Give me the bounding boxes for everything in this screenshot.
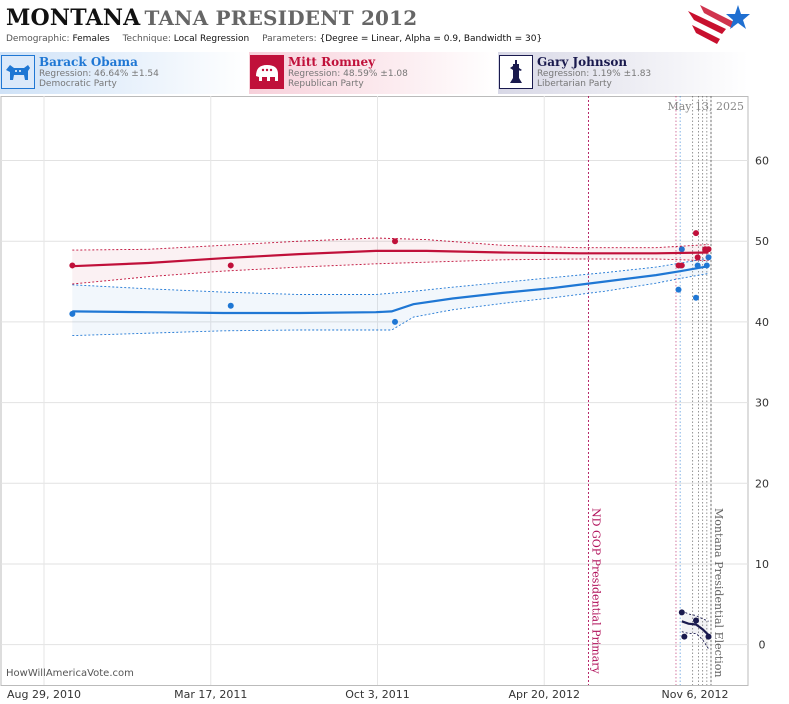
parameters-label: Parameters:	[262, 34, 317, 44]
parameters-value: {Degree = Linear, Alpha = 0.9, Bandwidth…	[319, 34, 543, 44]
mitt-romney-poll-point	[705, 246, 712, 253]
candidate-legend-background	[0, 52, 748, 94]
candidate-romney: Mitt Romney Regression: 48.59% ±1.08 Rep…	[250, 52, 497, 94]
event-label: Montana Presidential Election	[712, 508, 725, 677]
event-label: ND GOP Presidential Primary	[589, 508, 602, 675]
site-watermark: HowWillAmericaVote.com	[6, 668, 134, 679]
candidate-party: Libertarian Party	[537, 79, 612, 89]
candidate-name: Barack Obama	[39, 55, 138, 69]
technique-value: Local Regression	[173, 34, 250, 44]
y-tick-label: 0	[759, 639, 766, 652]
barack-obama-confidence-band	[72, 258, 709, 336]
y-tick-label: 10	[755, 558, 769, 571]
y-tick-label: 50	[755, 235, 769, 248]
demographic-label: Demographic:	[6, 34, 70, 44]
candidate-regression: Regression: 46.64% ±1.54	[39, 69, 159, 79]
barack-obama-poll-point	[675, 286, 682, 293]
site-logo-icon	[688, 5, 750, 44]
demographic-value: Females	[72, 34, 110, 44]
barack-obama-poll-point	[392, 318, 399, 325]
y-tick-label: 20	[755, 477, 769, 490]
mitt-romney-trend-line	[72, 249, 709, 268]
header: MONTANA TANA PRESIDENT 2012 Demographic: …	[0, 0, 789, 50]
barack-obama-poll-point	[678, 246, 685, 253]
democrat-donkey-icon	[1, 55, 35, 89]
technique-label: Technique:	[122, 34, 171, 44]
candidate-name: Gary Johnson	[537, 55, 628, 69]
gary-johnson-poll-point	[692, 617, 699, 624]
y-tick-label: 30	[755, 397, 769, 410]
gary-johnson-confidence-band	[681, 610, 709, 649]
mitt-romney-lower-bound	[72, 258, 709, 285]
x-tick-label: Nov 6, 2012	[662, 688, 729, 701]
barack-obama-poll-point	[703, 262, 710, 269]
candidate-legend: Barack Obama Regression: 46.64% ±1.54 De…	[0, 52, 789, 94]
page-title: MONTANA TANA PRESIDENT 2012	[6, 5, 417, 31]
candidate-johnson: Gary Johnson Regression: 1.19% ±1.83 Lib…	[499, 52, 748, 94]
barack-obama-poll-point	[694, 262, 701, 269]
gary-johnson-poll-point	[681, 633, 688, 640]
mitt-romney-poll-point	[694, 254, 701, 261]
barack-obama-lower-bound	[72, 273, 709, 337]
x-tick-label: Oct 3, 2011	[345, 688, 410, 701]
barack-obama-trend-line	[72, 265, 709, 315]
mitt-romney-poll-point	[692, 230, 699, 237]
candidate-regression: Regression: 1.19% ±1.83	[537, 69, 652, 79]
barack-obama-poll-point	[227, 302, 234, 309]
x-tick-label: Aug 29, 2010	[7, 688, 81, 701]
mitt-romney-poll-point	[392, 238, 399, 245]
candidate-party: Democratic Party	[39, 79, 117, 89]
gary-johnson-lower-bound	[681, 631, 709, 649]
y-tick-label: 60	[755, 155, 769, 168]
barack-obama-poll-point	[705, 254, 712, 261]
candidate-obama: Barack Obama Regression: 46.64% ±1.54 De…	[1, 52, 248, 94]
barack-obama-poll-point	[69, 310, 76, 317]
libertarian-statue-icon	[499, 55, 533, 89]
mitt-romney-poll-point	[69, 262, 76, 269]
mitt-romney-upper-bound	[72, 237, 709, 251]
parameters-line: Demographic: Females Technique: Local Re…	[6, 34, 542, 44]
mitt-romney-confidence-band	[72, 238, 709, 284]
barack-obama-upper-bound	[72, 257, 709, 295]
mitt-romney-poll-point	[227, 262, 234, 269]
gary-johnson-poll-point	[705, 633, 712, 640]
poll-chart: 0 10 20 30 40 50 60 Aug 29, 2010 Mar 17, 2011 Oct…	[0, 96, 769, 701]
x-tick-label: Mar 17, 2011	[174, 688, 247, 701]
gary-johnson-upper-bound	[681, 610, 709, 622]
candidate-regression: Regression: 48.59% ±1.08	[288, 69, 408, 79]
republican-elephant-icon	[250, 55, 284, 89]
x-tick-label: Apr 20, 2012	[508, 688, 580, 701]
barack-obama-poll-point	[692, 294, 699, 301]
candidate-name: Mitt Romney	[288, 55, 376, 69]
date-stamp: May 13, 2025	[667, 100, 744, 113]
title-state: MONTANA	[6, 5, 141, 31]
title-race: TANA PRESIDENT 2012	[144, 6, 418, 30]
gary-johnson-trend-line	[681, 620, 710, 636]
mitt-romney-poll-point	[678, 262, 685, 269]
candidate-party: Republican Party	[288, 79, 364, 89]
plot-frame	[0, 96, 749, 686]
gary-johnson-poll-point	[678, 609, 685, 616]
y-tick-label: 40	[755, 316, 769, 329]
